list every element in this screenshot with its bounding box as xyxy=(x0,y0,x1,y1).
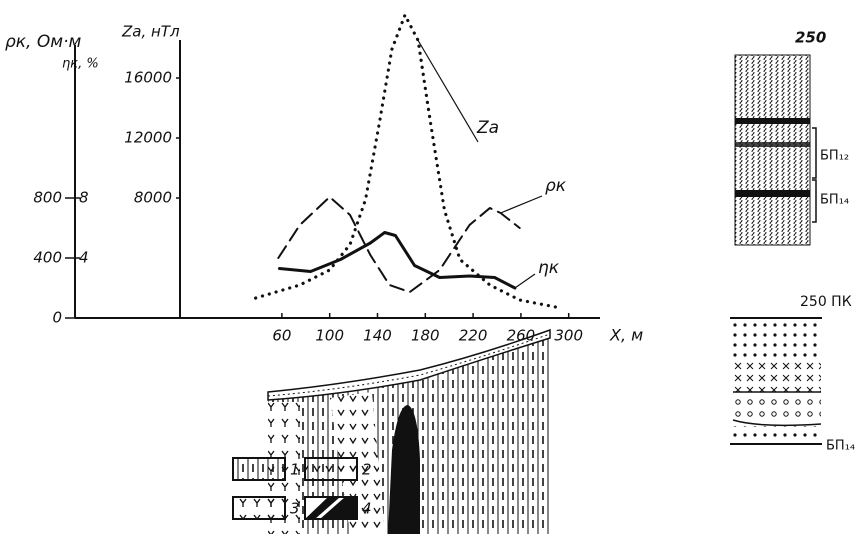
x-tick-label: 100 xyxy=(315,327,344,345)
label-leader xyxy=(501,196,542,213)
label-leader xyxy=(515,274,535,288)
legend-label: 2 xyxy=(362,461,372,479)
series-label: Zа xyxy=(476,118,499,138)
x-tick-label: 180 xyxy=(411,327,440,345)
y-tick-label: 16000 xyxy=(124,69,172,87)
y-tick-label: 8 xyxy=(79,189,89,207)
y-tick-label: 4 xyxy=(79,249,89,267)
y-tick-label: 8000 xyxy=(134,189,172,207)
section-label: БП₁₂ xyxy=(820,149,849,164)
series-label: ρк xyxy=(545,176,567,196)
x-tick-label: 300 xyxy=(554,327,583,345)
legend-label: 3 xyxy=(290,500,300,518)
section-label: 250 ПК xyxy=(800,294,852,310)
section-label: БП₁₄ xyxy=(826,439,855,454)
series-label: ηк xyxy=(538,258,560,278)
section-label: БП₁₄ xyxy=(820,193,849,208)
y-tick-label: 800 xyxy=(33,189,62,207)
x-tick-label: 140 xyxy=(363,327,392,345)
x-tick-label: 220 xyxy=(459,327,488,345)
series-line xyxy=(280,233,515,289)
axis-title: ρк, Ом·м xyxy=(5,32,81,52)
series-line xyxy=(256,15,561,308)
y-tick-label: 0 xyxy=(52,309,62,327)
seismic-column xyxy=(735,55,816,245)
section-label: 250 xyxy=(795,29,826,47)
y-tick-label: 12000 xyxy=(124,129,172,147)
label-leader xyxy=(418,41,478,143)
axis-title: ηк, % xyxy=(62,57,99,72)
legend-label: 1 xyxy=(290,461,300,479)
y-tick-label: 400 xyxy=(33,249,62,267)
legend-label: 4 xyxy=(362,500,372,518)
borehole-column xyxy=(730,318,822,444)
x-axis-title: X, м xyxy=(609,326,643,345)
axis-title: Zа, нТл xyxy=(121,23,180,41)
x-tick-label: 260 xyxy=(507,327,536,345)
figure: ρк, Ом·м ηк, % Zа, нТл X, м 1 2 3 4 xyxy=(0,0,861,534)
x-tick-label: 60 xyxy=(272,327,291,345)
